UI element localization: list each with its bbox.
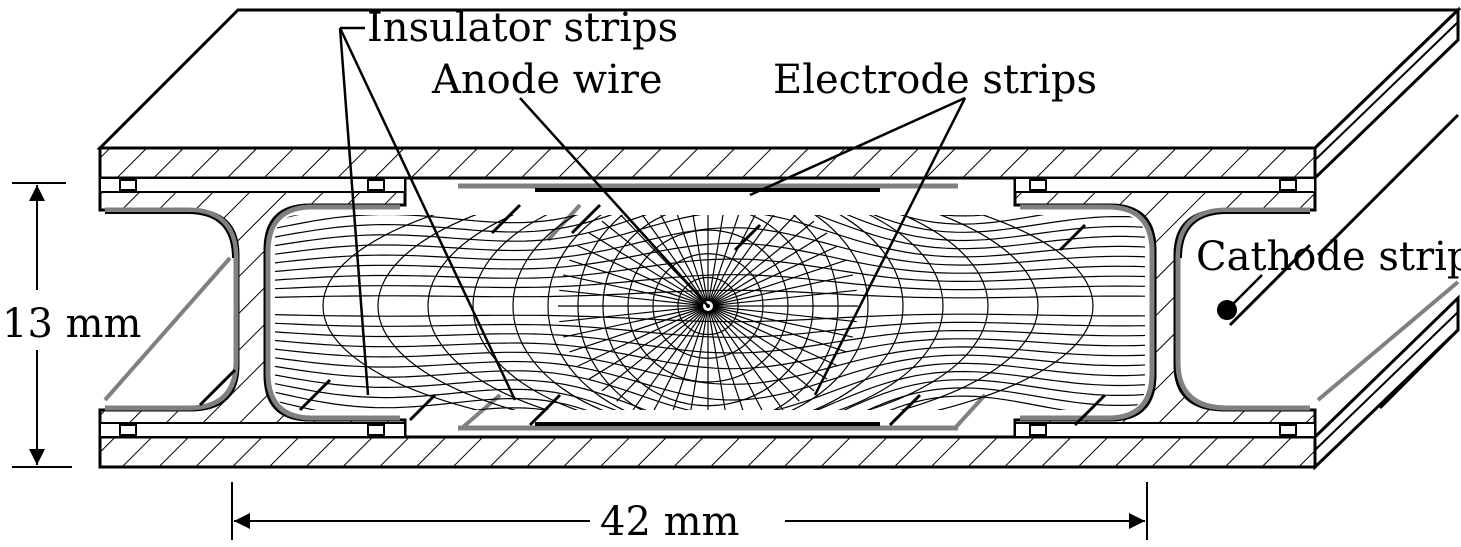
radial-field-line	[707, 215, 748, 307]
drift-line	[275, 379, 1145, 410]
label-anode-wire: Anode wire	[431, 57, 663, 103]
radial-field-line	[616, 305, 709, 402]
perspective-lines-gray	[103, 203, 1460, 430]
radial-field-line	[707, 305, 854, 338]
radial-field-line	[559, 305, 709, 323]
equipotential-line	[602, 215, 814, 407]
label-electrode-strips: Electrode strips	[773, 57, 1097, 103]
radial-field-line	[707, 274, 854, 307]
radial-field-line	[650, 305, 709, 410]
drift-line	[275, 338, 1145, 370]
radial-field-line	[650, 215, 709, 307]
label-height-dimension: 13 mm	[2, 301, 141, 347]
radial-field-line	[707, 305, 857, 323]
leader-lines	[338, 26, 1263, 401]
radial-field-line	[707, 305, 828, 380]
label-cathode-strip: Cathode strip	[1196, 234, 1461, 280]
cathode-strip-outlines	[105, 212, 1310, 259]
radial-field-line	[562, 274, 709, 307]
drift-line	[275, 215, 1145, 250]
drift-line	[275, 370, 1145, 410]
equipotential-line	[322, 215, 1094, 410]
radial-field-line	[707, 289, 857, 307]
electrode-strips	[458, 183, 958, 431]
equipotential-line	[677, 276, 739, 336]
equipotential-line	[627, 229, 789, 383]
radial-field-line	[588, 305, 709, 380]
radial-field-line	[632, 215, 709, 307]
drift-line	[275, 258, 1145, 282]
drift-line	[275, 227, 1145, 266]
equipotential-line	[377, 215, 1039, 410]
label-insulator-strips: Insulator strips	[367, 5, 678, 51]
dimension-42mm	[231, 482, 1148, 540]
radial-field-line	[562, 305, 709, 338]
label-width-dimension: 42 mm	[600, 499, 739, 545]
radial-field-line	[707, 305, 748, 410]
drift-line	[275, 321, 1145, 338]
drift-line	[275, 289, 1145, 299]
radial-field-line	[668, 215, 709, 307]
profile-body	[98, 176, 1317, 439]
radial-field-line	[707, 232, 828, 307]
radial-field-line	[569, 259, 709, 307]
drift-line	[275, 346, 1145, 385]
drift-line	[275, 215, 1145, 233]
drift-line	[275, 313, 1145, 323]
equipotential-line	[652, 253, 764, 359]
radial-field-line	[707, 215, 784, 307]
drift-line	[275, 242, 1145, 274]
field-lines	[275, 215, 1145, 410]
top-plate	[96, 6, 1461, 182]
equipotential-line	[547, 215, 869, 410]
dimension-13mm	[12, 182, 72, 468]
radial-field-line	[687, 215, 709, 307]
radial-field-line	[577, 245, 709, 307]
radial-field-line	[569, 305, 709, 353]
radial-field-line	[668, 305, 709, 410]
cathode-strips	[105, 204, 1310, 421]
drift-line	[275, 330, 1145, 354]
equipotential-line	[427, 215, 989, 410]
radial-field-line	[588, 232, 709, 307]
drift-line	[275, 215, 1145, 258]
drift-line	[275, 362, 1145, 410]
equipotential-line	[512, 215, 904, 410]
radial-field-line	[707, 215, 766, 307]
radial-field-line	[577, 305, 709, 367]
drift-line	[275, 354, 1145, 401]
drift-line	[275, 274, 1145, 291]
drift-line	[275, 395, 1145, 410]
bottom-plate	[98, 294, 1460, 471]
radial-field-line	[707, 305, 784, 410]
equipotential-line	[577, 215, 839, 410]
drift-line	[275, 215, 1145, 242]
radial-field-line	[707, 215, 729, 307]
radial-field-line	[632, 305, 709, 410]
radial-field-line	[559, 289, 709, 307]
perspective-lines	[198, 113, 1460, 427]
equipotential-line	[472, 215, 944, 410]
